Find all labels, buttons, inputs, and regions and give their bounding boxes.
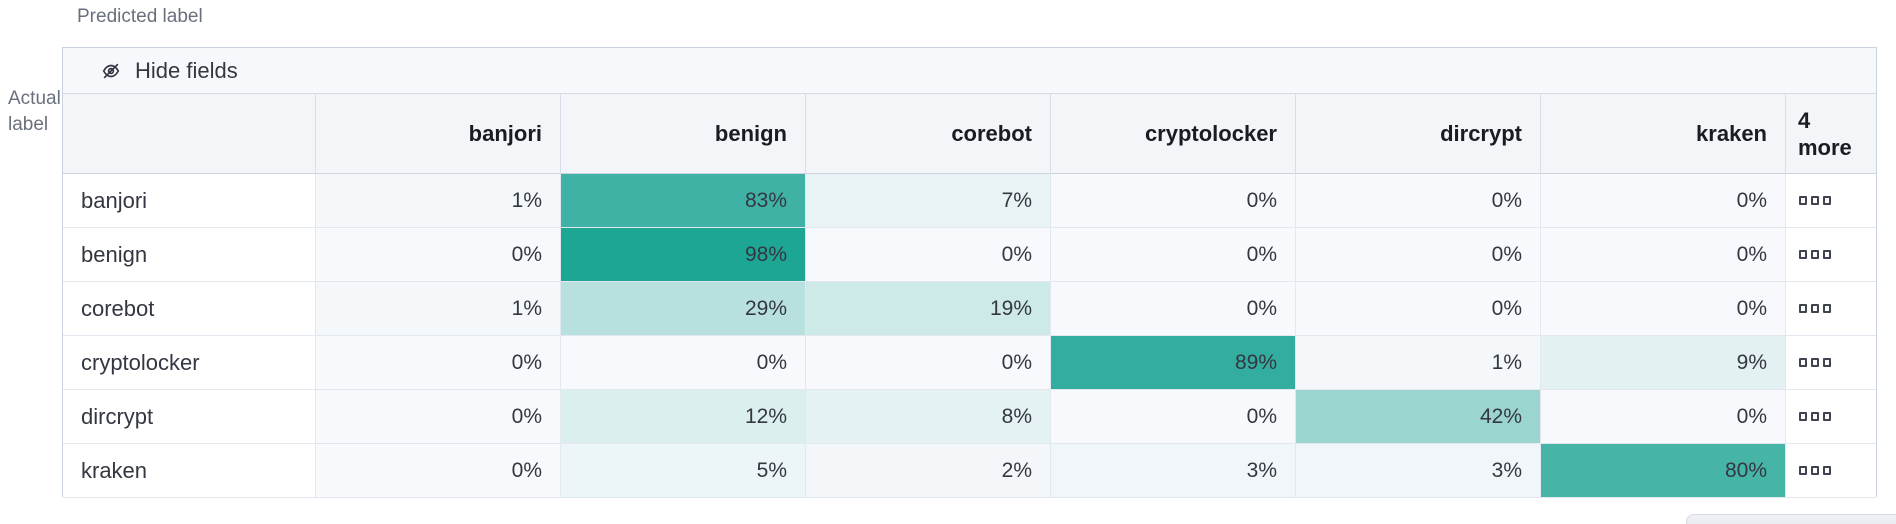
boxes-horizontal-icon[interactable] — [1799, 466, 1835, 475]
matrix-cell-dircrypt-corebot: 8% — [806, 390, 1051, 444]
matrix-cell-benign-corebot: 0% — [806, 228, 1051, 282]
matrix-cell-kraken-cryptolocker: 3% — [1051, 444, 1296, 498]
matrix-cell-benign-benign: 98% — [561, 228, 806, 282]
box-glyph — [1823, 196, 1831, 205]
horizontal-scrollbar-thumb[interactable] — [1686, 514, 1896, 524]
column-header-benign[interactable]: benign — [561, 94, 806, 174]
predicted-label-axis-title: Predicted label — [77, 6, 203, 27]
box-glyph — [1799, 196, 1807, 205]
column-header-dircrypt[interactable]: dircrypt — [1296, 94, 1541, 174]
matrix-cell-kraken-benign: 5% — [561, 444, 806, 498]
actual-label-axis-title: Actual label — [8, 86, 68, 138]
box-glyph — [1823, 250, 1831, 259]
boxes-horizontal-icon[interactable] — [1799, 412, 1835, 421]
row-label-kraken: kraken — [63, 444, 316, 498]
hide-fields-label: Hide fields — [135, 57, 238, 83]
box-glyph — [1823, 412, 1831, 421]
box-glyph — [1823, 304, 1831, 313]
matrix-cell-corebot-cryptolocker: 0% — [1051, 282, 1296, 336]
box-glyph — [1823, 466, 1831, 475]
matrix-cell-cryptolocker-dircrypt: 1% — [1296, 336, 1541, 390]
boxes-horizontal-icon[interactable] — [1799, 304, 1835, 313]
confusion-matrix-panel: Hide fields banjori benign corebot cryptolo… — [62, 47, 1877, 498]
matrix-cell-corebot-benign: 29% — [561, 282, 806, 336]
row-overflow-cell — [1786, 336, 1876, 390]
matrix-cell-cryptolocker-benign: 0% — [561, 336, 806, 390]
box-glyph — [1811, 466, 1819, 475]
matrix-cell-banjori-cryptolocker: 0% — [1051, 174, 1296, 228]
matrix-cell-benign-dircrypt: 0% — [1296, 228, 1541, 282]
row-label-benign: benign — [63, 228, 316, 282]
box-glyph — [1799, 412, 1807, 421]
matrix-cell-corebot-dircrypt: 0% — [1296, 282, 1541, 336]
row-overflow-cell — [1786, 444, 1876, 498]
matrix-cell-corebot-kraken: 0% — [1541, 282, 1786, 336]
matrix-cell-kraken-banjori: 0% — [316, 444, 561, 498]
matrix-cell-banjori-banjori: 1% — [316, 174, 561, 228]
actual-label-line2: label — [8, 114, 49, 135]
row-overflow-cell — [1786, 174, 1876, 228]
header-corner-cell — [63, 94, 316, 174]
actual-label-line1: Actual — [8, 88, 61, 109]
row-overflow-cell — [1786, 228, 1876, 282]
matrix-cell-kraken-dircrypt: 3% — [1296, 444, 1541, 498]
matrix-cell-dircrypt-dircrypt: 42% — [1296, 390, 1541, 444]
box-glyph — [1799, 358, 1807, 367]
confusion-matrix-grid: banjori benign corebot cryptolocker dircrypt… — [63, 94, 1876, 498]
more-columns-count: 4 — [1798, 107, 1811, 133]
box-glyph — [1799, 466, 1807, 475]
column-header-more[interactable]: 4 more — [1786, 94, 1876, 174]
boxes-horizontal-icon[interactable] — [1799, 250, 1835, 259]
matrix-cell-banjori-corebot: 7% — [806, 174, 1051, 228]
boxes-horizontal-icon[interactable] — [1799, 196, 1835, 205]
box-glyph — [1811, 250, 1819, 259]
matrix-cell-cryptolocker-kraken: 9% — [1541, 336, 1786, 390]
matrix-cell-dircrypt-banjori: 0% — [316, 390, 561, 444]
matrix-cell-cryptolocker-cryptolocker: 89% — [1051, 336, 1296, 390]
column-header-corebot[interactable]: corebot — [806, 94, 1051, 174]
hide-fields-button[interactable]: Hide fields — [63, 48, 238, 93]
box-glyph — [1823, 358, 1831, 367]
more-columns-word: more — [1798, 134, 1852, 160]
matrix-cell-corebot-corebot: 19% — [806, 282, 1051, 336]
matrix-cell-banjori-dircrypt: 0% — [1296, 174, 1541, 228]
matrix-cell-cryptolocker-corebot: 0% — [806, 336, 1051, 390]
matrix-cell-benign-kraken: 0% — [1541, 228, 1786, 282]
matrix-cell-banjori-kraken: 0% — [1541, 174, 1786, 228]
column-header-cryptolocker[interactable]: cryptolocker — [1051, 94, 1296, 174]
grid-toolbar: Hide fields — [63, 48, 1876, 94]
eye-closed-icon — [100, 60, 122, 82]
box-glyph — [1811, 196, 1819, 205]
box-glyph — [1799, 250, 1807, 259]
matrix-cell-cryptolocker-banjori: 0% — [316, 336, 561, 390]
row-label-corebot: corebot — [63, 282, 316, 336]
matrix-cell-benign-cryptolocker: 0% — [1051, 228, 1296, 282]
matrix-cell-banjori-benign: 83% — [561, 174, 806, 228]
row-label-dircrypt: dircrypt — [63, 390, 316, 444]
box-glyph — [1799, 304, 1807, 313]
matrix-cell-dircrypt-benign: 12% — [561, 390, 806, 444]
matrix-cell-kraken-kraken: 80% — [1541, 444, 1786, 498]
box-glyph — [1811, 304, 1819, 313]
matrix-cell-dircrypt-cryptolocker: 0% — [1051, 390, 1296, 444]
column-header-banjori[interactable]: banjori — [316, 94, 561, 174]
matrix-cell-dircrypt-kraken: 0% — [1541, 390, 1786, 444]
row-label-banjori: banjori — [63, 174, 316, 228]
boxes-horizontal-icon[interactable] — [1799, 358, 1835, 367]
box-glyph — [1811, 358, 1819, 367]
row-overflow-cell — [1786, 282, 1876, 336]
matrix-cell-kraken-corebot: 2% — [806, 444, 1051, 498]
box-glyph — [1811, 412, 1819, 421]
column-header-kraken[interactable]: kraken — [1541, 94, 1786, 174]
matrix-cell-benign-banjori: 0% — [316, 228, 561, 282]
row-overflow-cell — [1786, 390, 1876, 444]
matrix-cell-corebot-banjori: 1% — [316, 282, 561, 336]
row-label-cryptolocker: cryptolocker — [63, 336, 316, 390]
